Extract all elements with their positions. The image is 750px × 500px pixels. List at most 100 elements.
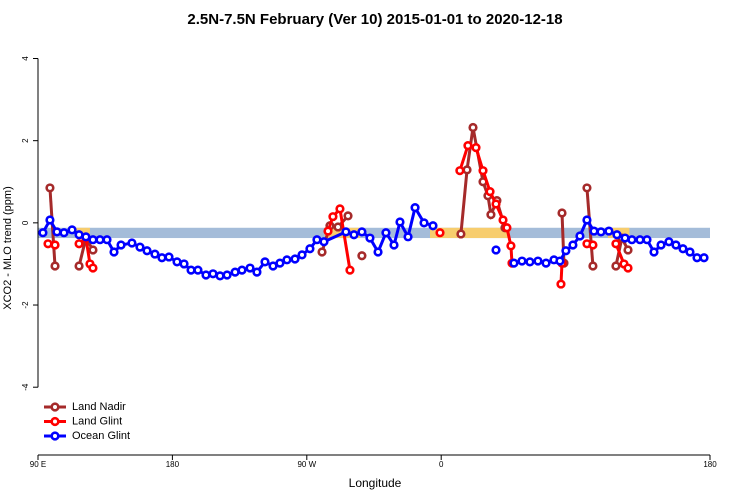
data-point xyxy=(373,247,383,257)
data-point xyxy=(260,257,270,267)
data-point xyxy=(150,249,160,259)
data-point xyxy=(208,269,218,279)
data-point xyxy=(74,261,84,271)
data-point xyxy=(611,261,621,271)
data-point xyxy=(215,271,225,281)
data-point xyxy=(52,227,62,237)
x-tick-label: 90 W xyxy=(297,460,316,469)
data-point xyxy=(67,225,77,235)
data-point xyxy=(245,263,255,273)
data-point xyxy=(502,223,512,233)
x-tick-label: 90 E xyxy=(30,460,46,469)
data-point xyxy=(471,143,481,153)
y-tick-label: 0 xyxy=(21,220,30,225)
data-point xyxy=(575,231,585,241)
data-point xyxy=(491,199,501,209)
data-point xyxy=(685,247,695,257)
data-point xyxy=(109,247,119,257)
legend-marker xyxy=(50,402,60,412)
legend-label: Land Nadir xyxy=(72,401,126,413)
data-point xyxy=(541,258,551,268)
x-tick-label: 180 xyxy=(703,460,717,469)
data-point xyxy=(252,267,262,277)
data-point xyxy=(491,245,501,255)
data-point xyxy=(341,227,351,237)
data-point xyxy=(604,226,614,236)
data-point xyxy=(627,235,637,245)
data-point xyxy=(455,166,465,176)
data-point xyxy=(381,228,391,238)
data-point xyxy=(179,259,189,269)
data-point xyxy=(656,240,666,250)
data-point xyxy=(50,240,60,250)
legend-label: Ocean Glint xyxy=(72,430,130,442)
data-point xyxy=(456,229,466,239)
highlight xyxy=(430,227,510,239)
data-point xyxy=(349,230,359,240)
data-point xyxy=(357,227,367,237)
data-point xyxy=(319,237,329,247)
data-point xyxy=(88,263,98,273)
data-point xyxy=(116,240,126,250)
data-point xyxy=(506,241,516,251)
data-point xyxy=(557,208,567,218)
data-point xyxy=(589,226,599,236)
data-point xyxy=(588,261,598,271)
data-point xyxy=(88,245,98,255)
data-point xyxy=(142,246,152,256)
data-point xyxy=(596,227,606,237)
data-point xyxy=(317,247,327,257)
data-point xyxy=(164,252,174,262)
data-point xyxy=(50,261,60,271)
data-point xyxy=(692,253,702,263)
data-point xyxy=(568,240,578,250)
data-point xyxy=(59,228,69,238)
series-line xyxy=(326,205,352,271)
y-tick-label: -4 xyxy=(21,383,30,391)
legend-marker xyxy=(50,431,60,441)
data-point xyxy=(389,240,399,250)
data-point xyxy=(45,183,55,193)
data-point xyxy=(486,210,496,220)
data-point xyxy=(333,222,343,232)
data-point xyxy=(517,256,527,266)
data-point xyxy=(428,221,438,231)
data-point xyxy=(582,215,592,225)
data-point xyxy=(642,235,652,245)
data-point xyxy=(533,256,543,266)
data-point xyxy=(462,165,472,175)
data-point xyxy=(365,233,375,243)
data-point xyxy=(335,204,345,214)
data-point xyxy=(623,245,633,255)
data-point xyxy=(81,232,91,242)
data-point xyxy=(410,203,420,213)
x-tick-label: 0 xyxy=(439,460,444,469)
data-point xyxy=(74,239,84,249)
data-point xyxy=(649,247,659,257)
data-point xyxy=(635,235,645,245)
reference-band xyxy=(38,227,710,239)
data-point xyxy=(612,230,622,240)
x-tick-label: 180 xyxy=(166,460,180,469)
data-point xyxy=(671,240,681,250)
data-point xyxy=(172,257,182,267)
data-point xyxy=(588,240,598,250)
data-point xyxy=(297,250,307,260)
data-point xyxy=(237,265,247,275)
data-point xyxy=(135,242,145,252)
data-point xyxy=(45,215,55,225)
data-point xyxy=(678,244,688,254)
y-tick-label: -2 xyxy=(21,301,30,309)
data-point xyxy=(312,235,322,245)
data-point xyxy=(290,254,300,264)
data-point xyxy=(357,251,367,261)
data-point xyxy=(664,237,674,247)
data-point xyxy=(343,211,353,221)
data-point xyxy=(157,253,167,263)
data-point xyxy=(275,258,285,268)
chart-title: 2.5N-7.5N February (Ver 10) 2015-01-01 t… xyxy=(187,11,562,28)
data-point xyxy=(525,257,535,267)
data-point xyxy=(509,258,519,268)
data-point xyxy=(623,263,633,273)
